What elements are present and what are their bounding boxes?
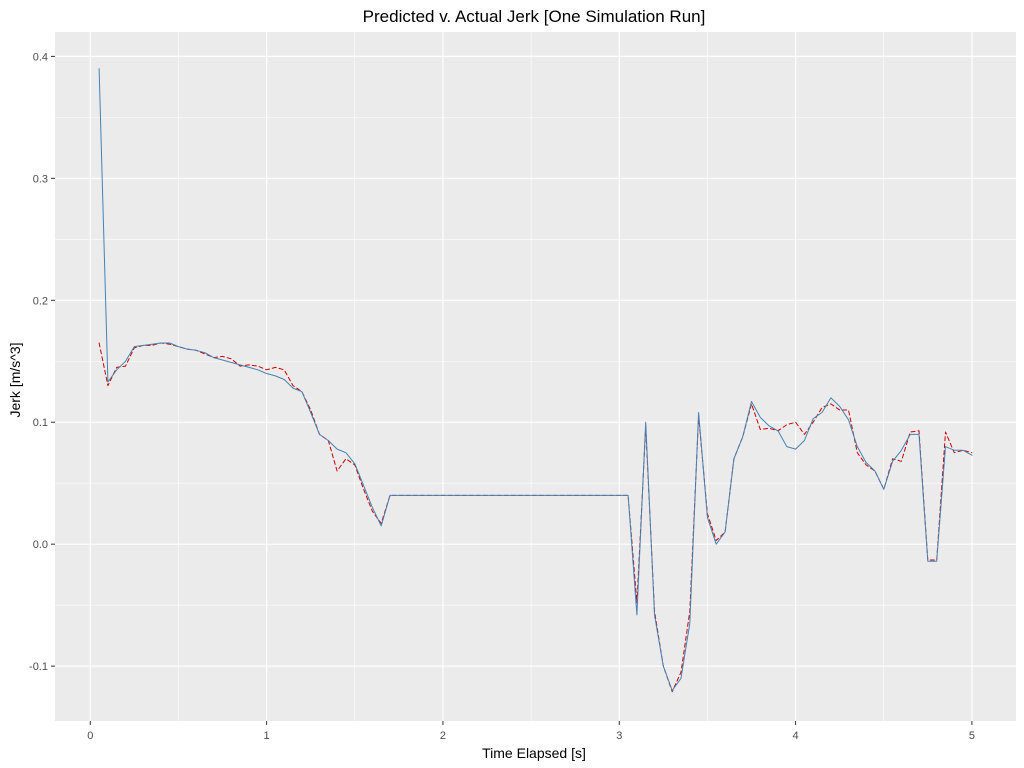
y-tick-label: -0.1 (29, 661, 48, 673)
chart-title: Predicted v. Actual Jerk [One Simulation… (363, 7, 706, 26)
x-tick-label: 1 (264, 730, 270, 742)
y-tick-label: 0.0 (33, 539, 48, 551)
y-tick-label: 0.4 (33, 51, 48, 63)
plot-panel (55, 32, 1016, 721)
y-tick-label: 0.1 (33, 417, 48, 429)
x-tick-label: 4 (793, 730, 799, 742)
x-tick-label: 5 (969, 730, 975, 742)
x-axis-ticks: 0 1 2 3 4 5 (87, 721, 975, 742)
y-axis-ticks: -0.1 0.0 0.1 0.2 0.3 0.4 (29, 51, 55, 673)
series-lines (98, 68, 973, 693)
minor-gridlines (55, 32, 1016, 721)
x-tick-label: 0 (87, 730, 93, 742)
y-tick-label: 0.2 (33, 295, 48, 307)
x-axis-title: Time Elapsed [s] (482, 745, 586, 761)
major-gridlines (55, 32, 1016, 721)
y-axis-title: Jerk [m/s^3] (7, 342, 23, 417)
y-tick-label: 0.3 (33, 173, 48, 185)
x-tick-label: 3 (616, 730, 622, 742)
series-line-2 (98, 68, 973, 691)
x-tick-label: 2 (440, 730, 446, 742)
